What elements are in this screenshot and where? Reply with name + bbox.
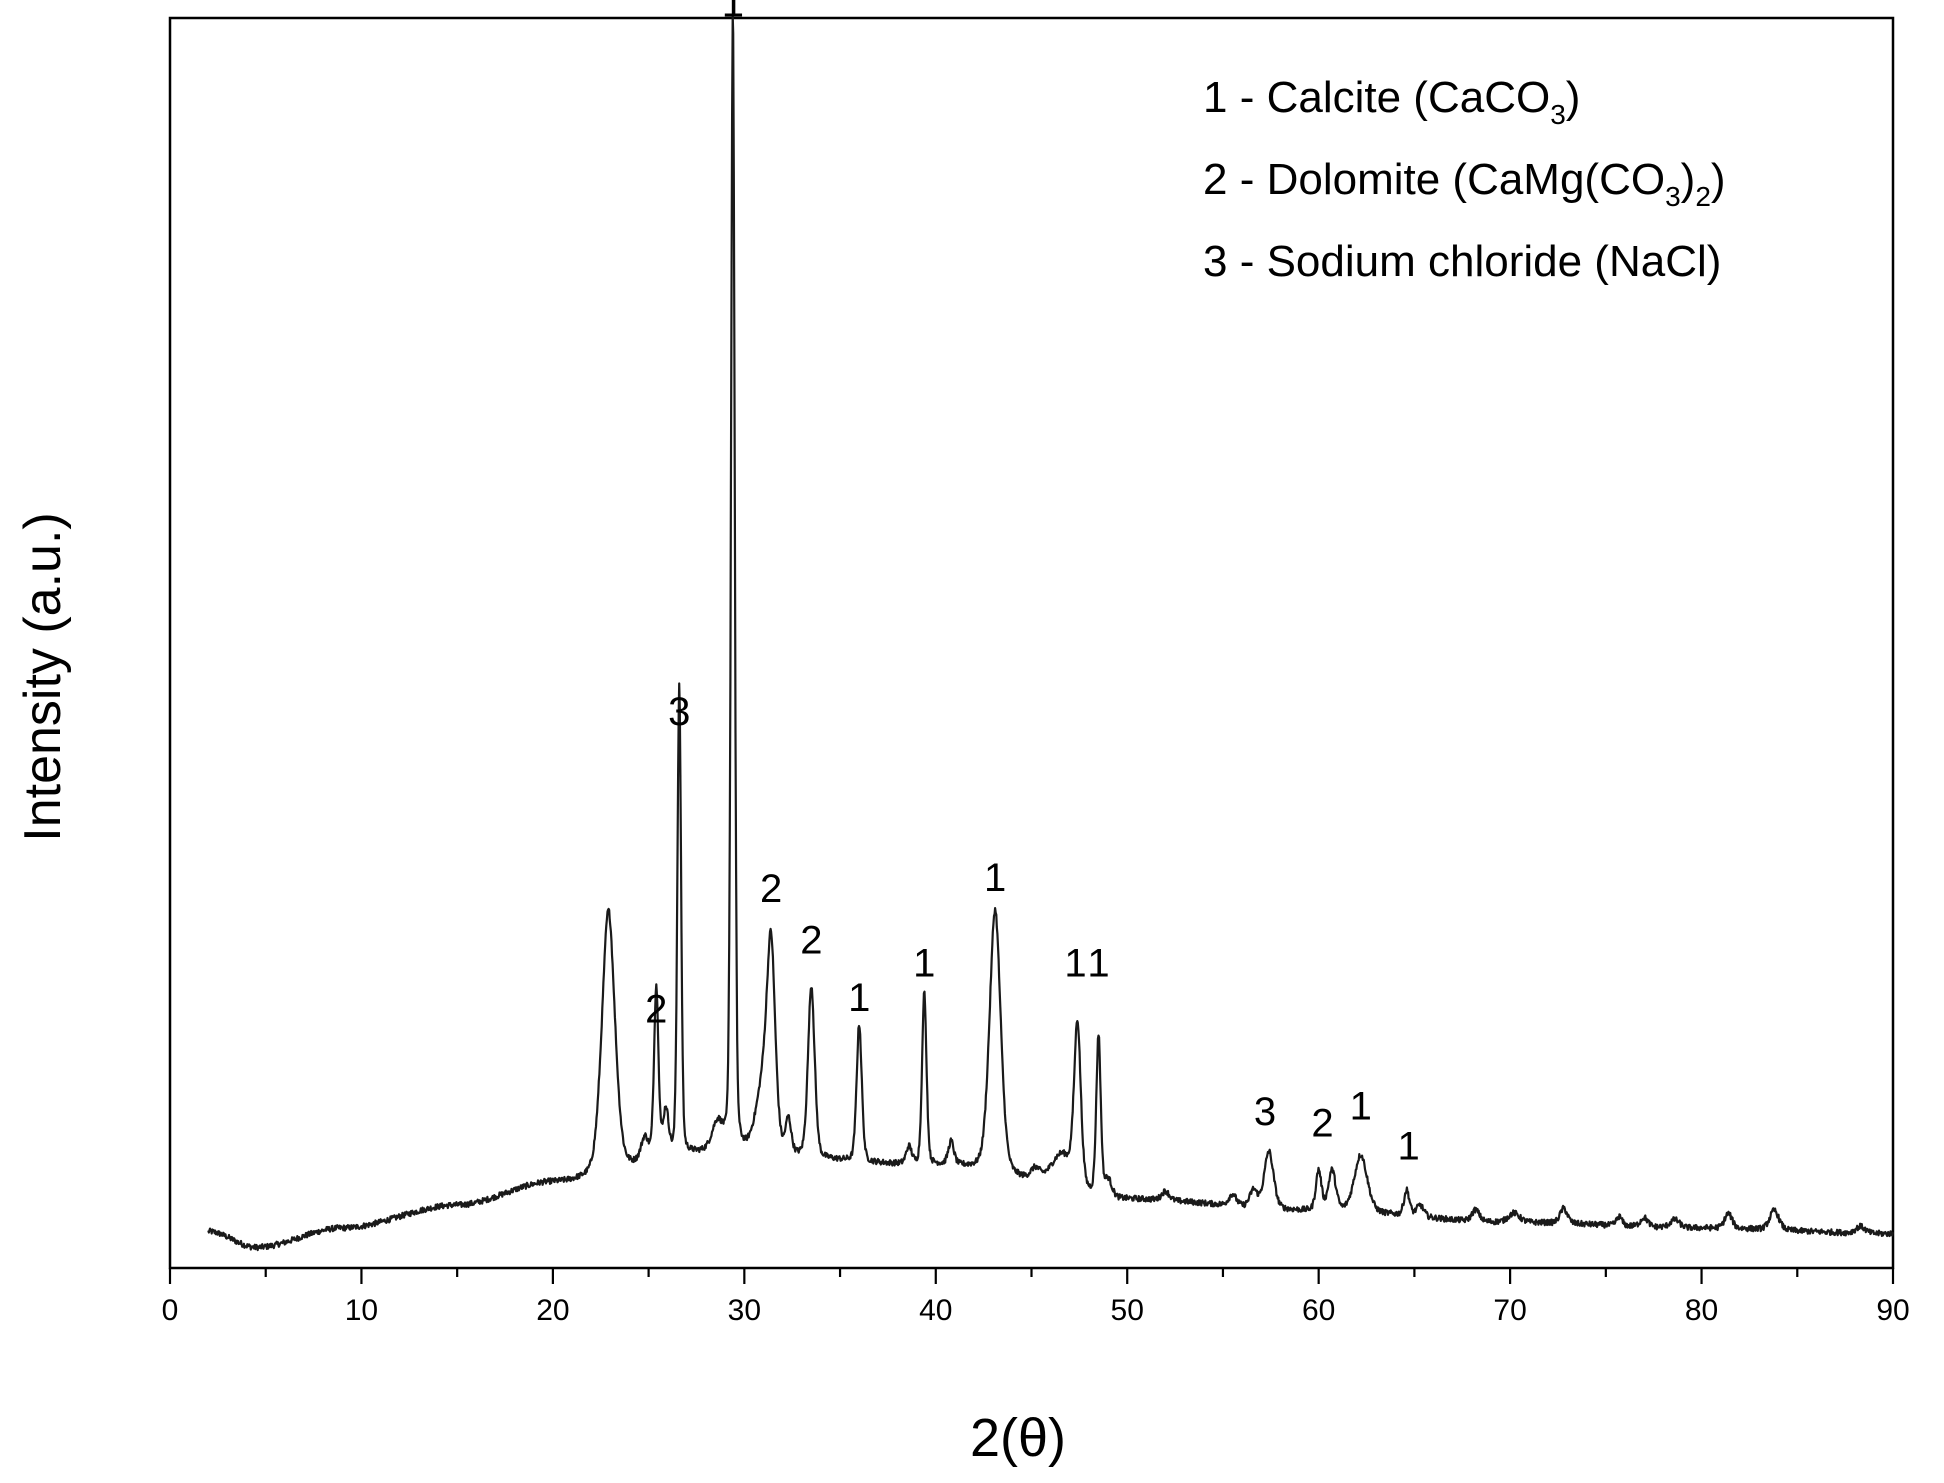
x-tick-label: 70 [1493,1294,1526,1327]
peak-label: 1 [913,942,935,986]
peak-label: 3 [668,690,690,734]
legend-entry-1: 1 - Calcite (CaCO3) [1203,73,1580,130]
plot-frame [168,16,1895,1270]
peak-label: 1 [1064,942,1086,986]
x-tick-label: 60 [1302,1294,1335,1327]
legend: 1 - Calcite (CaCO3) 2 - Dolomite (CaMg(CO… [1203,73,1726,286]
peak-label: 3 [1254,1090,1276,1134]
peak-label: 1 [848,976,870,1020]
x-tick-label: 40 [919,1294,952,1327]
x-axis-title: 2(θ) [970,1408,1066,1468]
peak-label: 1 [722,0,744,25]
x-tick-label: 10 [345,1294,378,1327]
diffraction-pattern-line [207,14,1894,1252]
plot-border [168,16,1895,1270]
x-tick-label: 50 [1111,1294,1144,1327]
y-axis-title: Intensity (a.u.) [14,512,72,841]
x-axis-ticks [168,1268,1895,1284]
legend-entry-3: 3 - Sodium chloride (NaCl) [1203,237,1721,286]
peak-label: 2 [760,867,782,911]
x-tick-label: 0 [162,1294,179,1327]
peak-label: 1 [1087,942,1109,986]
x-tick-label: 80 [1685,1294,1718,1327]
x-tick-label: 20 [536,1294,569,1327]
peak-label: 2 [1311,1102,1333,1146]
x-tick-label: 30 [728,1294,761,1327]
peak-label: 2 [645,987,667,1031]
peak-label: 2 [800,919,822,963]
x-tick-label: 90 [1876,1294,1909,1327]
peak-label: 1 [984,856,1006,900]
peak-label: 1 [1350,1084,1372,1128]
legend-entry-2: 2 - Dolomite (CaMg(CO3)2) [1203,155,1726,212]
x-axis-tick-labels: 0 10 20 30 40 50 60 70 80 90 [162,1294,1910,1327]
peak-label: 1 [1398,1124,1420,1168]
